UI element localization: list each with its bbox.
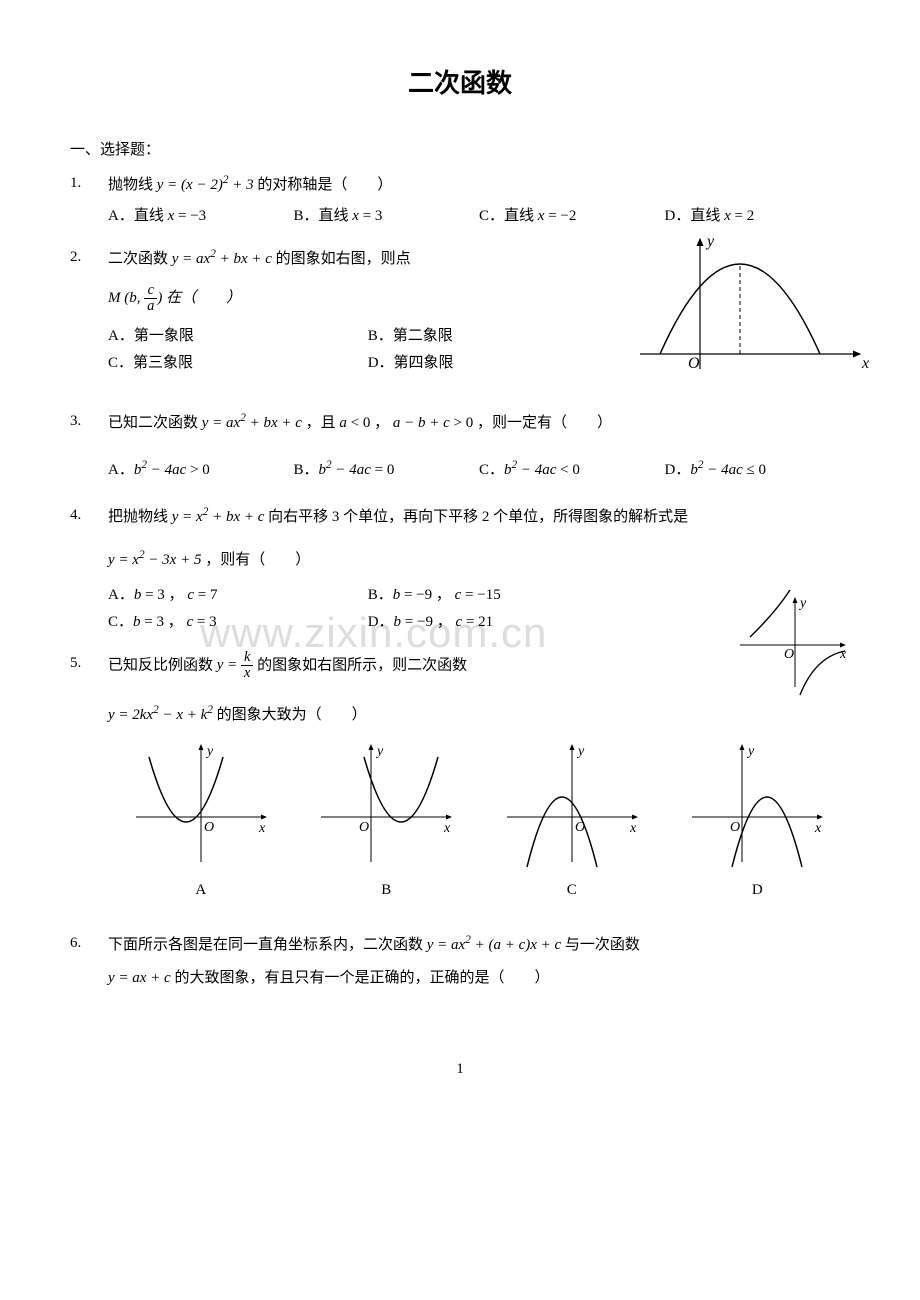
options: A．b = 3 ， c = 7 B．b = −9 ， c = −15 C．b =… <box>108 582 850 636</box>
svg-text:O: O <box>359 820 369 835</box>
option-c: C．b = 3 ， c = 3 <box>108 609 368 636</box>
question-stem-2: y = x2 − 3x + 5 ，则有（ ） <box>108 545 850 574</box>
question-number: 3. <box>70 408 108 484</box>
question-stem-1: 已知反比例函数 y = kx 的图象如右图所示，则二次函数 <box>108 650 850 682</box>
question-number: 6. <box>70 930 108 996</box>
chart-label: C <box>502 877 642 904</box>
svg-text:x: x <box>629 821 637 836</box>
option-b: B．第二象限 <box>368 323 628 350</box>
svg-text:y: y <box>576 744 585 759</box>
question-number: 1. <box>70 170 108 230</box>
option-c: C．直线 x = −2 <box>479 203 665 230</box>
question-stem-2: y = 2kx2 − x + k2 的图象大致为（ ） <box>108 700 850 729</box>
svg-text:x: x <box>814 821 822 836</box>
question-3: 3. 已知二次函数 y = ax2 + bx + c ，且 a < 0 ， a … <box>70 408 850 484</box>
option-d: D．直线 x = 2 <box>665 203 851 230</box>
chart-label: A <box>131 877 271 904</box>
option-d: D．b = −9 ， c = 21 <box>368 609 628 636</box>
page-title: 二次函数 <box>70 60 850 107</box>
chart-a: O x y A <box>131 737 271 904</box>
question-6: 6. 下面所示各图是在同一直角坐标系内，二次函数 y = ax2 + (a + … <box>70 930 850 996</box>
question-stem-1: 下面所示各图是在同一直角坐标系内，二次函数 y = ax2 + (a + c)x… <box>108 930 850 959</box>
chart-c: O x y C <box>502 737 642 904</box>
svg-text:O: O <box>688 355 700 372</box>
option-a: A．b2 − 4ac > 0 <box>108 455 294 484</box>
svg-text:y: y <box>705 233 715 250</box>
svg-text:O: O <box>784 647 794 662</box>
question-2: 2. 二次函数 y = ax2 + bx + c 的图象如右图，则点 M (b,… <box>70 244 850 394</box>
svg-text:x: x <box>258 821 266 836</box>
option-b: B．b2 − 4ac = 0 <box>294 455 480 484</box>
svg-text:y: y <box>205 744 214 759</box>
option-b: B．b = −9 ， c = −15 <box>368 582 628 609</box>
chart-label: D <box>687 877 827 904</box>
svg-text:O: O <box>204 820 214 835</box>
question-number: 4. <box>70 502 108 636</box>
q2-graph: O x y <box>640 234 870 384</box>
option-c: C．第三象限 <box>108 350 368 377</box>
svg-text:y: y <box>798 596 807 611</box>
svg-text:x: x <box>839 647 847 662</box>
expr: y = (x − 2)2 + 3 <box>157 177 254 193</box>
chart-b: O x y B <box>316 737 456 904</box>
question-1: 1. 抛物线 y = (x − 2)2 + 3 的对称轴是（ ） A．直线 x … <box>70 170 850 230</box>
option-a: A．b = 3 ， c = 7 <box>108 582 368 609</box>
chart-label: B <box>316 877 456 904</box>
option-a: A．直线 x = −3 <box>108 203 294 230</box>
svg-text:x: x <box>443 821 451 836</box>
option-b: B．直线 x = 3 <box>294 203 480 230</box>
question-number: 2. <box>70 244 108 394</box>
question-stem-1: 把抛物线 y = x2 + bx + c 向右平移 3 个单位，再向下平移 2 … <box>108 502 850 531</box>
question-number: 5. <box>70 650 108 912</box>
page-number: 1 <box>70 1056 850 1083</box>
option-d: D．第四象限 <box>368 350 628 377</box>
svg-text:O: O <box>575 820 585 835</box>
question-4: 4. 把抛物线 y = x2 + bx + c 向右平移 3 个单位，再向下平移… <box>70 502 850 636</box>
svg-text:x: x <box>861 355 869 372</box>
svg-text:O: O <box>730 820 740 835</box>
question-stem-2: y = ax + c 的大致图象，有且只有一个是正确的，正确的是（ ） <box>108 965 850 992</box>
question-5: 5. 已知反比例函数 y = kx 的图象如右图所示，则二次函数 y = 2kx… <box>70 650 850 912</box>
section-header: 一、选择题： <box>70 137 850 164</box>
option-d: D．b2 − 4ac ≤ 0 <box>665 455 851 484</box>
chart-d: O x y D <box>687 737 827 904</box>
question-stem: 抛物线 y = (x − 2)2 + 3 的对称轴是（ ） <box>108 170 850 199</box>
question-stem: 已知二次函数 y = ax2 + bx + c ，且 a < 0 ， a − b… <box>108 408 850 437</box>
svg-text:y: y <box>746 744 755 759</box>
option-c: C．b2 − 4ac < 0 <box>479 455 665 484</box>
svg-text:y: y <box>375 744 384 759</box>
q5-small-graph: O x y <box>740 595 850 700</box>
option-a: A．第一象限 <box>108 323 368 350</box>
options: A．直线 x = −3 B．直线 x = 3 C．直线 x = −2 D．直线 … <box>108 203 850 230</box>
options: A．b2 − 4ac > 0 B．b2 − 4ac = 0 C．b2 − 4ac… <box>108 455 850 484</box>
q5-option-charts: O x y A O x y B <box>108 737 850 904</box>
